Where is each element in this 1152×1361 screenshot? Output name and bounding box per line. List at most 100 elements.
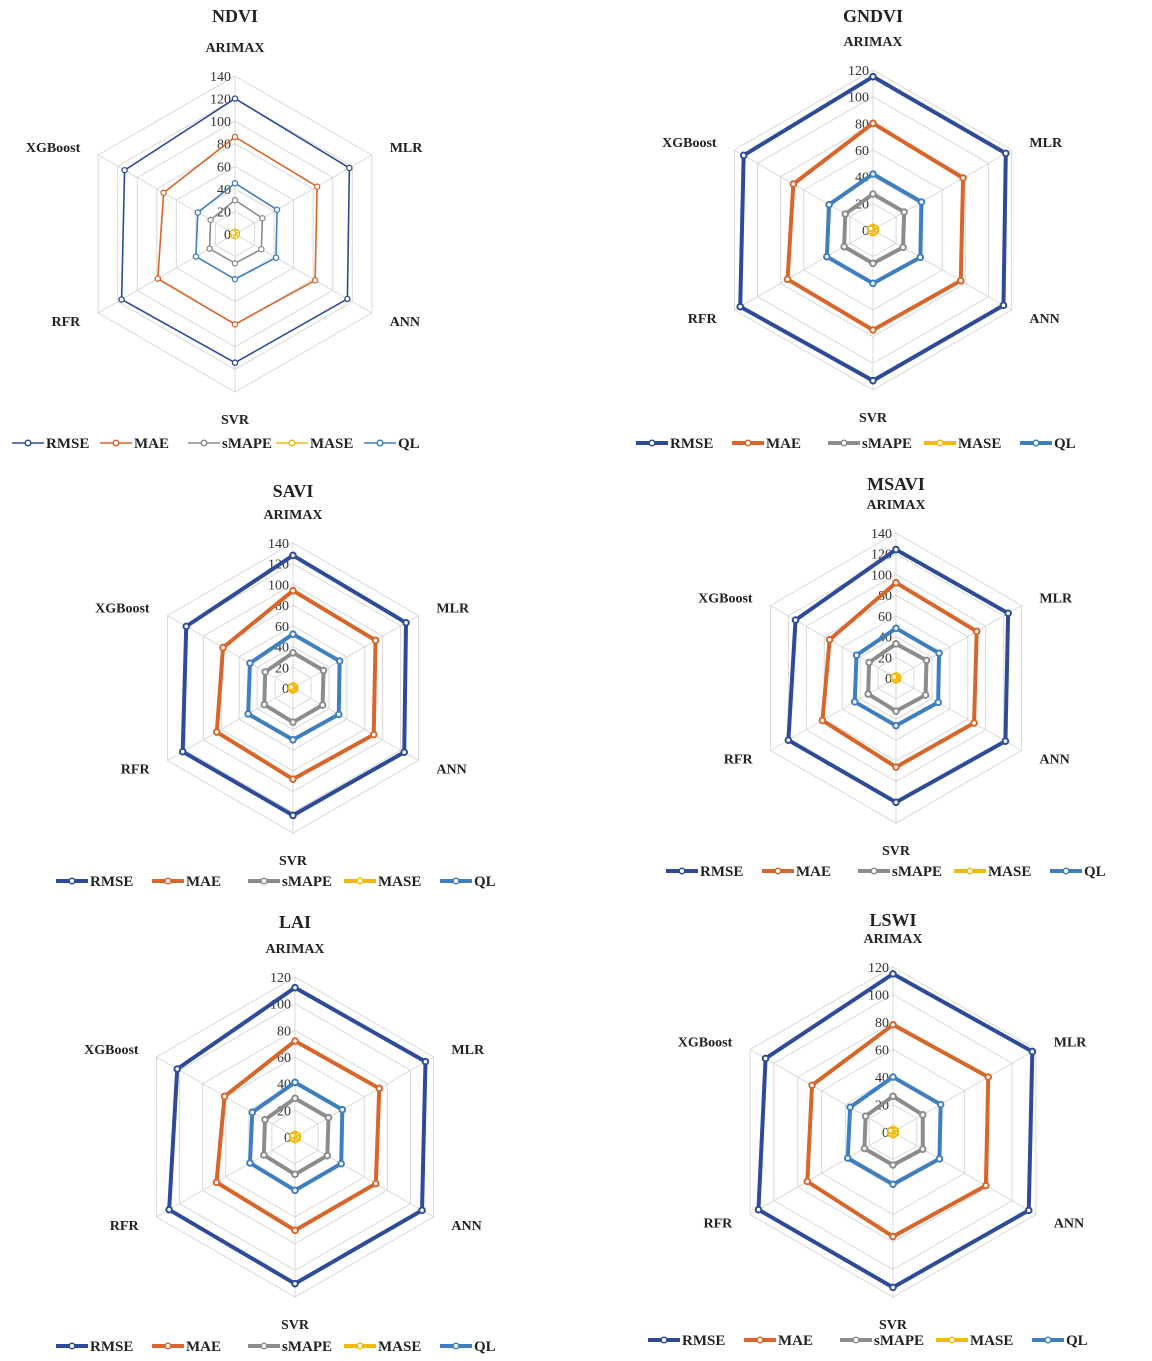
legend-marker [840,439,848,447]
axis-label-rfr: RFR [110,1219,140,1234]
legend-label-rmse: RMSE [90,1339,133,1355]
data-point [892,721,900,730]
data-point [886,1126,895,1135]
data-point [892,640,900,648]
axis-label-svr: SVR [279,854,308,869]
legend-label-smape: sMAPE [862,436,912,452]
radar-chart-lai: LAI020406080100120ARIMAXMLRANNSVRRFRXGBo… [56,912,496,1355]
axis-spoke [292,615,419,689]
legend: RMSE MAE sMAPE MASE QL [636,436,1076,452]
axis-label-ann: ANN [1029,312,1059,327]
data-point [206,245,213,252]
data-point [219,643,227,652]
legend-marker [660,1336,668,1344]
axis-label-svr: SVR [859,411,888,426]
legend-label-mase: MASE [310,436,353,452]
legend-marker [288,439,296,447]
data-point [324,1113,333,1122]
legend-marker [1062,867,1070,875]
data-point [808,1081,816,1090]
axis-spoke [749,1049,894,1133]
data-point [248,1108,257,1117]
data-point [803,1177,812,1186]
legend-marker [68,1342,76,1350]
data-point [289,735,297,744]
legend-marker [112,439,120,447]
data-point [337,1159,345,1168]
axis-label-xgboost: XGBoost [662,136,717,151]
axis-label-xgboost: XGBoost [678,1036,733,1051]
data-point [323,1151,332,1160]
data-point [791,616,800,624]
axis-spoke [292,687,419,761]
radar-chart-savi: SAVI020406080100120140ARIMAXMLRANNSVRRFR… [56,481,496,890]
data-point [261,1115,269,1124]
axis-spoke [872,229,1012,311]
data-point [246,659,254,667]
axis-label-xgboost: XGBoost [95,602,150,617]
data-point [182,622,191,631]
tick-label: 80 [875,1016,889,1031]
axis-spoke [167,687,294,761]
data-point [869,119,877,128]
legend-marker [966,867,974,875]
tick-label: 140 [210,70,231,85]
tick-label: 100 [848,91,869,106]
tick-label: 120 [868,961,889,976]
data-point [850,698,859,706]
data-point [289,630,297,638]
data-point [869,326,877,334]
data-point [869,259,877,268]
chart-title: MSAVI [867,474,925,494]
data-point [231,321,239,328]
data-point [982,1181,990,1190]
data-point [866,224,875,233]
axis-label-arimax: ARIMAX [843,35,902,50]
data-point [865,658,873,667]
data-point [818,716,827,725]
tick-label: 100 [871,568,892,583]
data-point [889,1180,897,1189]
data-point [972,627,981,636]
data-point [318,701,327,709]
legend-label-mae: MAE [766,436,801,452]
legend: RMSE MAE sMAPE MASE QL [648,1333,1088,1349]
legend-label-ql: QL [474,874,496,890]
data-point [335,657,344,665]
axis-label-xgboost: XGBoost [698,592,753,607]
data-point [338,1105,347,1114]
legend-marker [774,867,782,875]
tick-label: 60 [275,620,289,635]
data-point [160,189,167,197]
legend-marker [648,439,656,447]
data-point [869,190,877,198]
data-point [260,1151,268,1159]
data-point [291,1226,299,1235]
data-point [212,728,221,736]
axis-spoke [156,1136,296,1218]
legend-label-mae: MAE [778,1333,813,1349]
data-point [231,359,239,366]
data-point [825,635,834,644]
data-point [311,277,319,284]
legend-marker [356,1342,364,1350]
legend-marker [200,439,208,447]
data-point [889,1092,897,1101]
data-point [231,133,239,141]
chart-title: NDVI [212,6,258,26]
legend-marker [260,877,268,885]
legend-marker [852,1336,860,1344]
axis-label-rfr: RFR [52,315,82,330]
data-point [421,1057,430,1066]
axis-label-ann: ANN [390,315,420,330]
data-point [1001,149,1010,158]
data-point [220,1092,229,1101]
data-point [371,636,380,645]
data-point [246,1159,254,1167]
data-point [739,151,748,160]
data-point [890,673,899,681]
data-point [344,295,351,303]
axis-label-ann: ANN [436,763,466,778]
axis-spoke [892,1131,1037,1215]
chart-title: LSWI [869,910,916,930]
